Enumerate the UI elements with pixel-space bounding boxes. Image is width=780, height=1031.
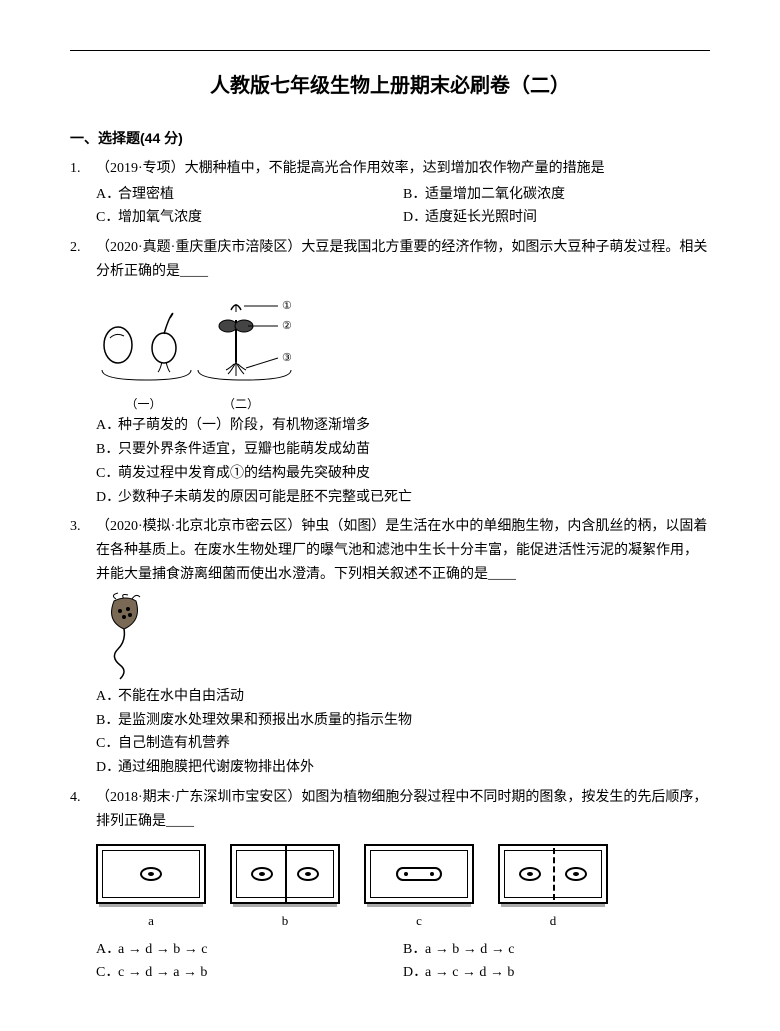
opt-label: B． xyxy=(403,183,425,207)
opt-label: C． xyxy=(96,961,118,985)
seed-germination-icon: ① ② ③ xyxy=(96,290,296,390)
q3-option-c: C．自己制造有机营养 xyxy=(96,732,710,756)
q3-options: A．不能在水中自由活动 B．是监测废水处理效果和预报出水质量的指示生物 C．自己… xyxy=(96,685,710,780)
opt-text: 通过细胞膜把代谢废物排出体外 xyxy=(118,760,314,775)
q1-options: A．合理密植 B．适量增加二氧化碳浓度 C．增加氧气浓度 D．适度延长光照时间 xyxy=(96,183,710,231)
cell-caption-d: d xyxy=(498,910,608,932)
opt-label: D． xyxy=(403,206,425,230)
opt-text: 自己制造有机营养 xyxy=(118,736,230,751)
opt-text: 萌发过程中发育成①的结构最先突破种皮 xyxy=(118,466,370,481)
q2-number: 2. xyxy=(70,236,81,260)
opt-text: 不能在水中自由活动 xyxy=(118,689,244,704)
question-4: 4. （2018·期末·广东深圳市宝安区）如图为植物细胞分裂过程中不同时期的图象… xyxy=(70,786,710,985)
fig-caption-1: （一） xyxy=(96,394,191,414)
q4-options: A．a → d → b → c B．a → b → d → c C．c → d … xyxy=(96,938,710,986)
question-3: 3. （2020·模拟·北京北京市密云区）钟虫（如图）是生活在水中的单细胞生物，… xyxy=(70,515,710,780)
q2-option-c: C．萌发过程中发育成①的结构最先突破种皮 xyxy=(96,462,710,486)
opt-text: 种子萌发的（一）阶段，有机物逐渐增多 xyxy=(118,418,370,433)
q2-option-d: D．少数种子未萌发的原因可能是胚不完整或已死亡 xyxy=(96,486,710,510)
q4-figure: a b c d xyxy=(96,844,710,932)
top-rule xyxy=(70,50,710,51)
cell-c: c xyxy=(364,844,474,932)
opt-text: 是监测废水处理效果和预报出水质量的指示生物 xyxy=(118,713,412,728)
q2-stem: （2020·真题·重庆重庆市涪陵区）大豆是我国北方重要的经济作物，如图示大豆种子… xyxy=(96,236,710,284)
opt-text: c → d → a → b xyxy=(118,965,207,980)
q2-option-a: A．种子萌发的（一）阶段，有机物逐渐增多 xyxy=(96,414,710,438)
q1-number: 1. xyxy=(70,157,81,181)
opt-text: 适量增加二氧化碳浓度 xyxy=(425,187,565,202)
q1-option-d: D．适度延长光照时间 xyxy=(403,206,710,230)
opt-label: A． xyxy=(96,183,118,207)
label-3: ③ xyxy=(282,352,292,364)
cell-caption-b: b xyxy=(230,910,340,932)
q1-stem: （2019·专项）大棚种植中，不能提高光合作用效率，达到增加农作物产量的措施是 xyxy=(96,157,710,181)
opt-label: A． xyxy=(96,414,118,438)
opt-text: 合理密植 xyxy=(118,187,174,202)
q3-option-d: D．通过细胞膜把代谢废物排出体外 xyxy=(96,756,710,780)
opt-label: C． xyxy=(96,462,118,486)
q3-figure xyxy=(96,591,710,681)
opt-text: a → b → d → c xyxy=(425,942,514,957)
q4-number: 4. xyxy=(70,786,81,810)
vorticella-icon xyxy=(96,591,166,681)
opt-label: B． xyxy=(96,709,118,733)
opt-text: 适度延长光照时间 xyxy=(425,210,537,225)
q2-figure: ① ② ③ xyxy=(96,290,710,390)
cell-b: b xyxy=(230,844,340,932)
q2-option-b: B．只要外界条件适宜，豆瓣也能萌发成幼苗 xyxy=(96,438,710,462)
opt-label: B． xyxy=(403,938,425,962)
question-1: 1. （2019·专项）大棚种植中，不能提高光合作用效率，达到增加农作物产量的措… xyxy=(70,157,710,230)
opt-label: D． xyxy=(96,486,118,510)
label-2: ② xyxy=(282,320,292,332)
q2-options: A．种子萌发的（一）阶段，有机物逐渐增多 B．只要外界条件适宜，豆瓣也能萌发成幼… xyxy=(96,414,710,509)
opt-label: C． xyxy=(96,732,118,756)
question-2: 2. （2020·真题·重庆重庆市涪陵区）大豆是我国北方重要的经济作物，如图示大… xyxy=(70,236,710,509)
fig-caption-2: （二） xyxy=(191,394,291,414)
opt-label: B． xyxy=(96,438,118,462)
opt-text: a → c → d → b xyxy=(425,965,514,980)
opt-label: C． xyxy=(96,206,118,230)
page-title: 人教版七年级生物上册期末必刷卷（二） xyxy=(70,69,710,103)
q3-option-b: B．是监测废水处理效果和预报出水质量的指示生物 xyxy=(96,709,710,733)
q1-option-c: C．增加氧气浓度 xyxy=(96,206,403,230)
q1-option-a: A．合理密植 xyxy=(96,183,403,207)
question-list: 1. （2019·专项）大棚种植中，不能提高光合作用效率，达到增加农作物产量的措… xyxy=(70,157,710,985)
opt-label: D． xyxy=(403,961,425,985)
q4-option-a: A．a → d → b → c xyxy=(96,938,403,962)
cell-caption-a: a xyxy=(96,910,206,932)
q3-number: 3. xyxy=(70,515,81,539)
opt-label: A． xyxy=(96,685,118,709)
cell-caption-c: c xyxy=(364,910,474,932)
q4-stem: （2018·期末·广东深圳市宝安区）如图为植物细胞分裂过程中不同时期的图象，按发… xyxy=(96,786,710,834)
q2-fig-captions: （一） （二） xyxy=(96,394,296,414)
q1-option-b: B．适量增加二氧化碳浓度 xyxy=(403,183,710,207)
cell-d: d xyxy=(498,844,608,932)
q3-stem: （2020·模拟·北京北京市密云区）钟虫（如图）是生活在水中的单细胞生物，内含肌… xyxy=(96,515,710,586)
q4-option-b: B．a → b → d → c xyxy=(403,938,710,962)
q3-option-a: A．不能在水中自由活动 xyxy=(96,685,710,709)
opt-text: 增加氧气浓度 xyxy=(118,210,202,225)
opt-text: 只要外界条件适宜，豆瓣也能萌发成幼苗 xyxy=(118,442,370,457)
opt-text: a → d → b → c xyxy=(118,942,207,957)
section-heading: 一、选择题(44 分) xyxy=(70,127,710,151)
opt-label: A． xyxy=(96,938,118,962)
opt-text: 少数种子未萌发的原因可能是胚不完整或已死亡 xyxy=(118,490,412,505)
cell-a: a xyxy=(96,844,206,932)
q4-option-c: C．c → d → a → b xyxy=(96,961,403,985)
label-1: ① xyxy=(282,300,292,312)
opt-label: D． xyxy=(96,756,118,780)
q4-option-d: D．a → c → d → b xyxy=(403,961,710,985)
